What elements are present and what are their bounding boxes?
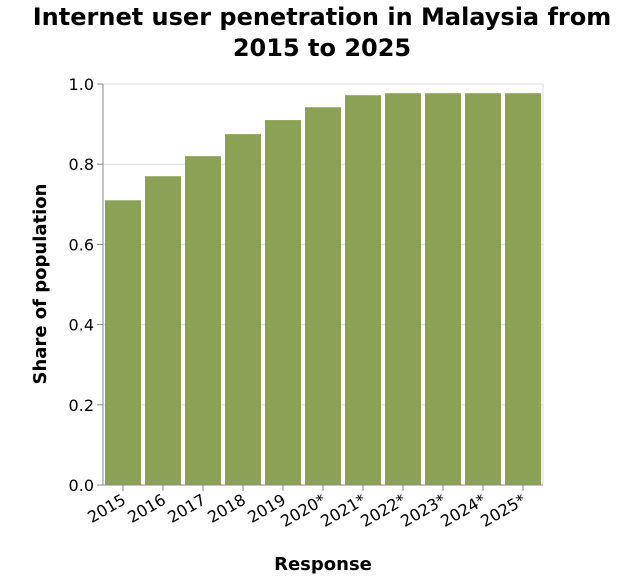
chart-title-line2: 2015 to 2025: [232, 34, 412, 62]
bar-2025-projected: [505, 93, 541, 486]
x-tick-label: 2023*: [397, 490, 449, 531]
y-tick-label: 1.0: [69, 75, 94, 94]
y-tick-label: 0.0: [69, 476, 94, 495]
bar-2016: [145, 176, 181, 486]
y-tick-label: 0.6: [69, 235, 94, 254]
chart-title: Internet user penetration in Malaysia fr…: [0, 2, 644, 64]
x-tick-label: 2015: [84, 490, 129, 527]
y-tick-label: 0.8: [69, 155, 94, 174]
bar-2023-projected: [425, 93, 461, 486]
bar-2015: [105, 200, 141, 486]
x-tick-label: 2020*: [277, 490, 329, 531]
x-tick-label: 2017: [164, 490, 209, 527]
x-axis-title: Response: [274, 554, 372, 575]
bar-2019: [265, 120, 301, 485]
x-tick-label: 2018: [204, 490, 249, 527]
x-tick-labels: 201520162017201820192020*2021*2022*2023*…: [84, 485, 529, 531]
bar-2022-projected: [385, 93, 421, 486]
y-tick-label: 0.4: [69, 316, 94, 335]
x-tick-label: 2021*: [317, 490, 369, 531]
bar-2021-projected: [345, 95, 381, 485]
bar-2018: [225, 134, 261, 485]
x-tick-label: 2024*: [437, 490, 489, 531]
y-axis-title: Share of population: [30, 184, 51, 385]
bar-2020-projected: [305, 107, 341, 486]
bar-2024-projected: [465, 93, 501, 486]
y-tick-label: 0.2: [69, 396, 94, 415]
bar-2017: [185, 156, 221, 485]
bars: [105, 93, 541, 486]
x-tick-label: 2025*: [477, 490, 529, 531]
x-tick-label: 2022*: [357, 490, 409, 531]
x-tick-label: 2016: [124, 490, 169, 527]
chart-title-line1: Internet user penetration in Malaysia fr…: [32, 3, 612, 31]
y-tick-labels: 0.0 0.2 0.4 0.6 0.8 1.0: [69, 75, 103, 495]
